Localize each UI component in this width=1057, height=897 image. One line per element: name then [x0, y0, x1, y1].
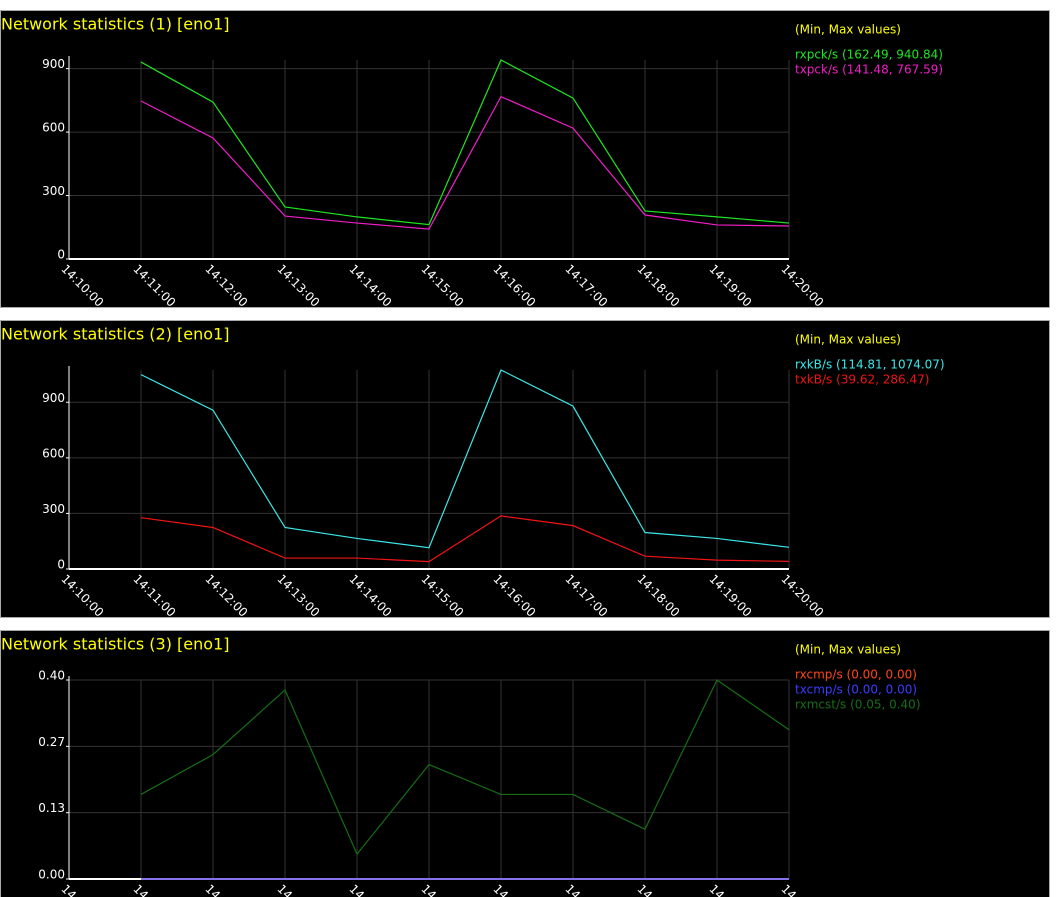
legend-entry: rxpck/s (162.49, 940.84): [795, 48, 943, 62]
legend-entry: txkB/s (39.62, 286.47): [795, 373, 929, 387]
legend-entry: txpck/s (141.48, 767.59): [795, 63, 943, 77]
legend-entry: rxcmp/s (0.00, 0.00): [795, 668, 917, 682]
y-tick-label: 300: [42, 184, 65, 198]
series-line: [140, 515, 790, 563]
chart-title: Network statistics (1) [eno1]: [1, 15, 229, 34]
legend-entry: txcmp/s (0.00, 0.00): [795, 683, 917, 697]
legend-entry: rxkB/s (114.81, 1074.07): [795, 358, 945, 372]
chart-title: Network statistics (3) [eno1]: [1, 635, 229, 654]
y-tick-label: 900: [42, 57, 65, 71]
panel: [0, 630, 1050, 897]
series-line: [140, 679, 790, 856]
y-tick-label: 0.40: [38, 669, 65, 683]
y-tick-label: 600: [42, 121, 65, 135]
legend-title: (Min, Max values): [795, 333, 901, 347]
y-tick-label: 900: [42, 391, 65, 405]
y-tick-label: 0.27: [38, 735, 65, 749]
legend-title: (Min, Max values): [795, 23, 901, 37]
y-tick-label: 0: [57, 558, 65, 572]
y-tick-label: 300: [42, 502, 65, 516]
y-tick-label: 0.00: [38, 868, 65, 882]
y-tick-label: 600: [42, 446, 65, 460]
series-line: [140, 95, 790, 230]
chart-title: Network statistics (2) [eno1]: [1, 325, 229, 344]
series-line: [140, 59, 790, 226]
y-tick-label: 0: [57, 248, 65, 262]
series-line: [140, 369, 790, 549]
legend-title: (Min, Max values): [795, 643, 901, 657]
legend-entry: rxmcst/s (0.05, 0.40): [795, 698, 921, 712]
y-tick-label: 0.13: [38, 801, 65, 815]
